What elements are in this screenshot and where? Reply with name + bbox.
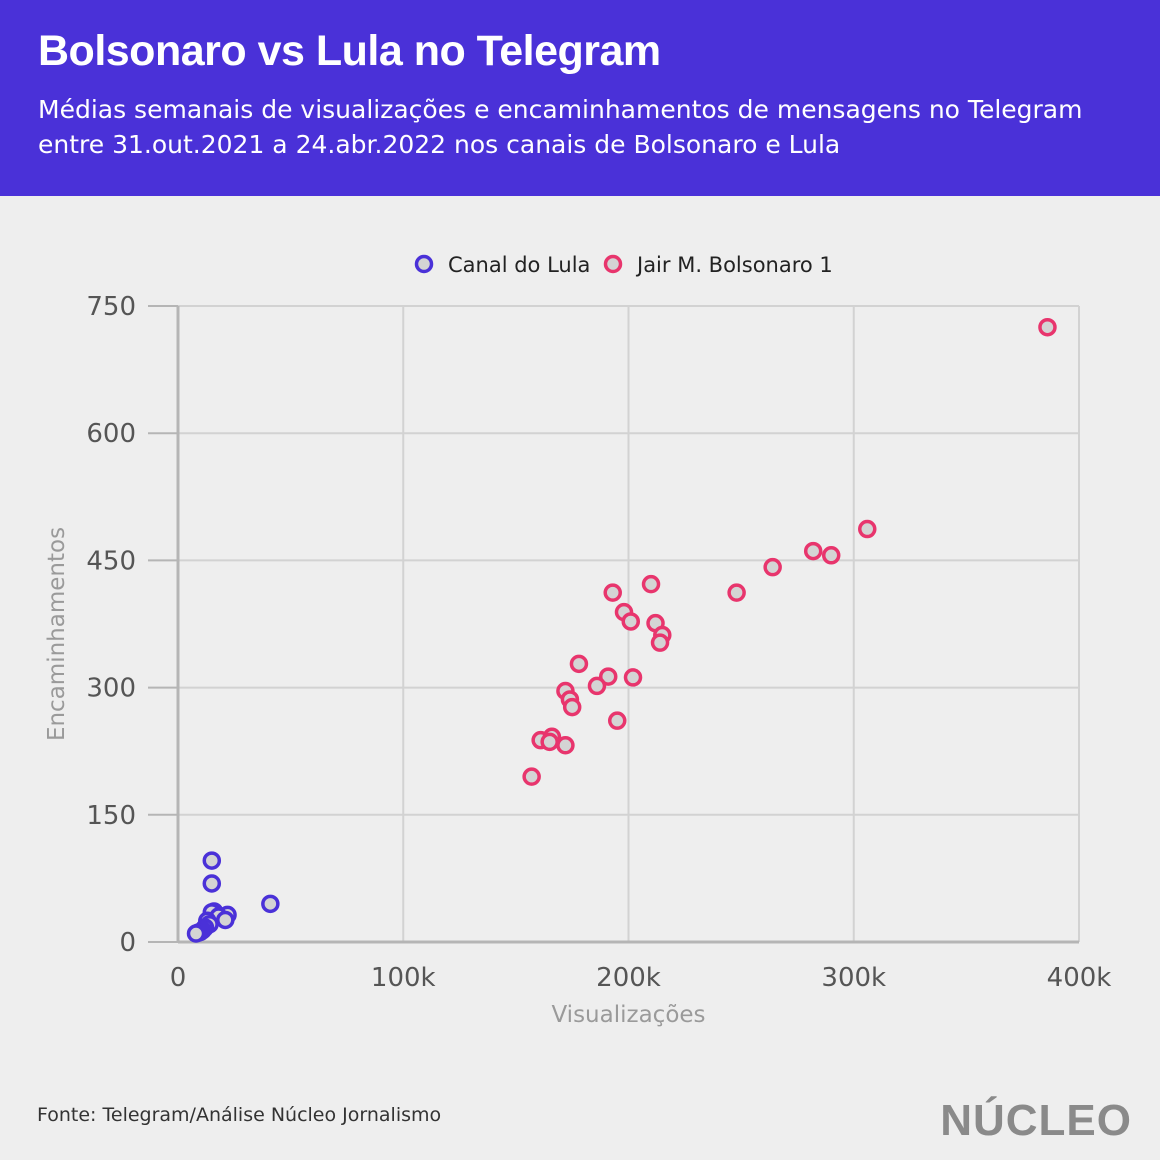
x-tick-label: 0 bbox=[170, 963, 187, 993]
bolsonaro-point bbox=[598, 667, 618, 686]
x-tick-label: 200k bbox=[596, 963, 661, 993]
legend-marker bbox=[603, 254, 623, 274]
legend-label: Jair M. Bolsonaro 1 bbox=[635, 253, 833, 277]
bolsonaro-point bbox=[540, 732, 559, 752]
lula-point bbox=[186, 924, 206, 943]
scatter-chart: 0 150 300 450 600 750 0 100k 200k 300k 400k Visuali… bbox=[44, 253, 1112, 1028]
bolsonaro-point bbox=[650, 633, 670, 652]
chart-title: Bolsonaro vs Lula no Telegram bbox=[38, 27, 661, 75]
bolsonaro-point bbox=[821, 546, 841, 565]
legend-marker bbox=[414, 254, 434, 274]
bolsonaro-point bbox=[858, 519, 877, 539]
y-tick-label: 450 bbox=[86, 546, 136, 576]
x-tick-label: 300k bbox=[821, 963, 886, 993]
nucleo-logo: NÚCLEO bbox=[940, 1096, 1132, 1145]
bolsonaro-point bbox=[803, 541, 823, 561]
bolsonaro-point bbox=[522, 767, 541, 786]
bolsonaro-point bbox=[727, 583, 746, 602]
x-axis-label: Visualizações bbox=[551, 1002, 705, 1028]
y-tick-label: 150 bbox=[86, 801, 136, 831]
legend-label: Canal do Lula bbox=[448, 253, 590, 277]
bolsonaro-point bbox=[587, 676, 607, 696]
bolsonaro-point bbox=[603, 583, 622, 602]
bolsonaro-point bbox=[556, 736, 575, 755]
y-tick-label: 300 bbox=[86, 674, 136, 704]
bolsonaro-point bbox=[641, 574, 661, 594]
source-note: Fonte: Telegram/Análise Núcleo Jornalism… bbox=[37, 1104, 442, 1126]
y-tick-label: 0 bbox=[119, 928, 136, 958]
bolsonaro-point bbox=[562, 697, 582, 717]
y-tick-label: 600 bbox=[86, 419, 136, 449]
lula-point bbox=[261, 894, 280, 914]
bolsonaro-point bbox=[607, 711, 627, 730]
bolsonaro-point bbox=[1038, 317, 1057, 337]
lula-point bbox=[216, 910, 235, 930]
header: Bolsonaro vs Lula no Telegram Médias sem… bbox=[0, 0, 1160, 196]
bolsonaro-point bbox=[763, 557, 782, 577]
y-axis-label: Encaminhamentos bbox=[44, 527, 70, 741]
bolsonaro-point bbox=[621, 612, 641, 631]
y-tick-label: 750 bbox=[86, 292, 136, 322]
bolsonaro-point bbox=[623, 668, 643, 687]
x-tick-label: 400k bbox=[1047, 963, 1112, 993]
lula-point bbox=[202, 874, 222, 893]
x-tick-label: 100k bbox=[371, 963, 436, 993]
chart-subtitle: Médias semanais de visualizações e encam… bbox=[38, 95, 1083, 159]
bolsonaro-point bbox=[569, 654, 589, 674]
lula-point bbox=[202, 851, 222, 870]
